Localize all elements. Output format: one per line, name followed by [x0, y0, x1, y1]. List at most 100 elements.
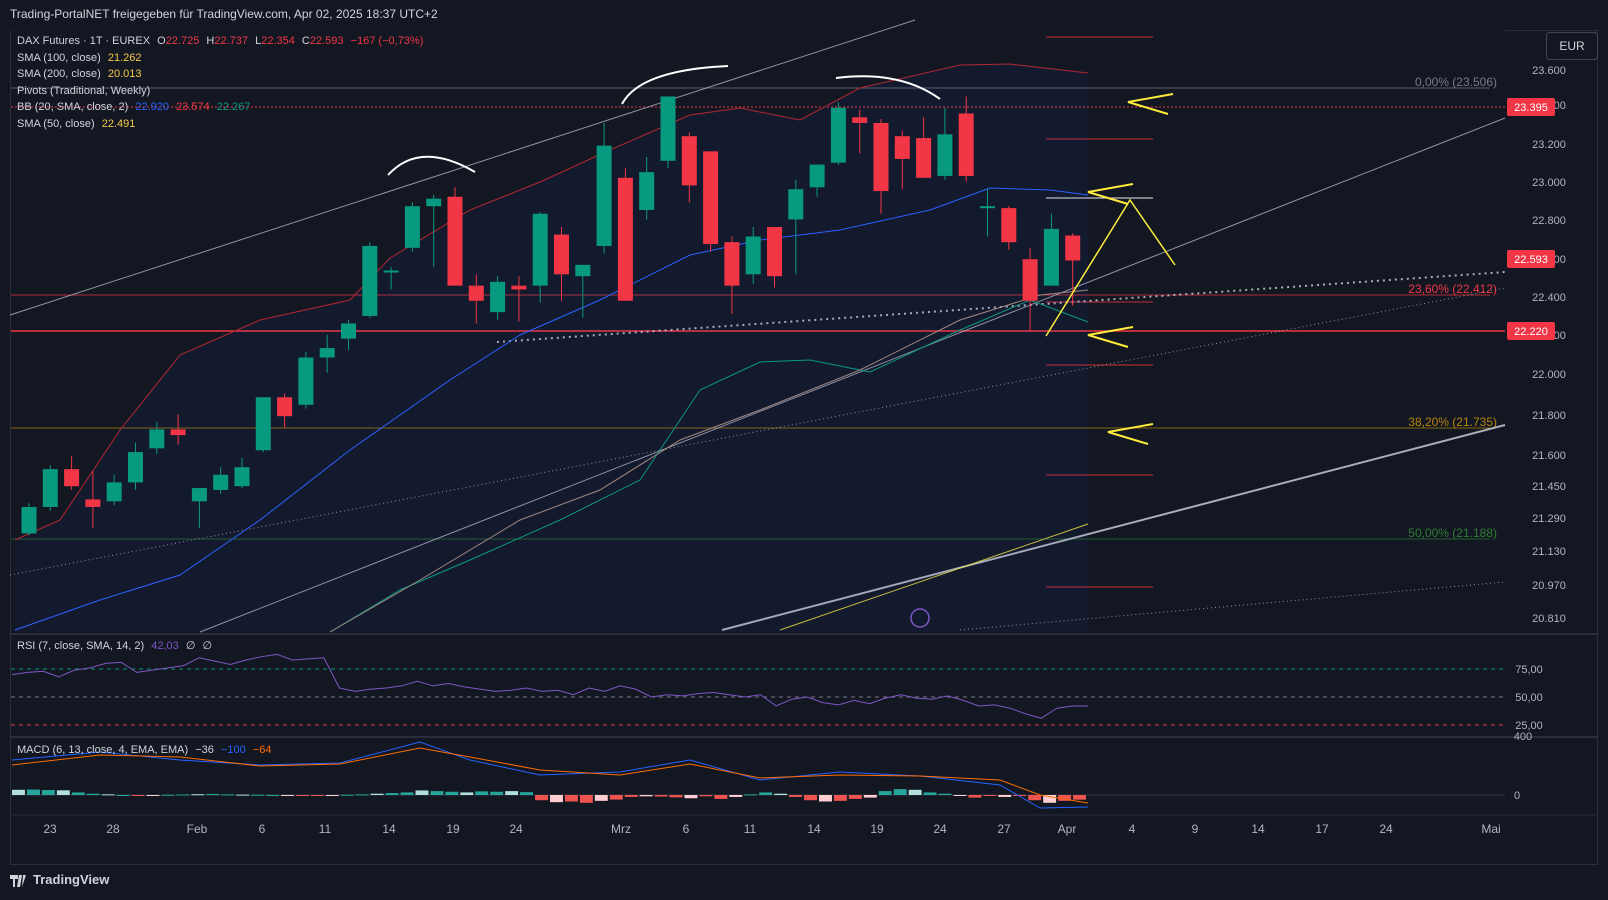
legend-sma100-row[interactable]: SMA (100, close) 21.262	[17, 50, 145, 66]
tradingview-logo[interactable]: TradingView	[10, 872, 109, 887]
macd-histogram-bar	[1043, 795, 1057, 803]
price-label-text: 23.395	[1514, 102, 1548, 114]
currency-button[interactable]: EUR	[1546, 32, 1598, 60]
macd-histogram-bar	[564, 795, 578, 802]
legend-open-label: O	[157, 35, 166, 47]
macd-histogram-bar	[41, 790, 55, 795]
macd-histogram-bar	[101, 794, 115, 796]
macd-histogram-bar	[505, 791, 519, 795]
macd-histogram-bar	[759, 792, 773, 795]
macd-histogram-bar	[295, 795, 309, 796]
candle-body	[362, 245, 378, 316]
legend-pivots-row[interactable]: Pivots (Traditional, Weekly)	[17, 83, 154, 99]
macd-histogram-bar	[251, 794, 265, 796]
macd-histogram-bar	[340, 794, 354, 796]
macd-histogram-bar	[863, 795, 877, 798]
legend-sma200-value: 20.013	[107, 68, 142, 80]
price-label-bg	[1507, 98, 1555, 116]
candle-body	[170, 429, 186, 436]
y-tick-label: 21.290	[1532, 513, 1566, 525]
macd-tick-label: 400	[1514, 731, 1532, 743]
candle-body	[1001, 208, 1017, 243]
x-tick-label: 24	[933, 822, 947, 836]
macd-histogram-bar	[161, 794, 175, 796]
legend-sma50-row[interactable]: SMA (50, close) 22.491	[17, 116, 139, 132]
candle-body	[596, 145, 612, 246]
macd-histogram-bar	[998, 795, 1012, 797]
macd-histogram-bar	[325, 795, 339, 796]
price-label-text: 22.593	[1514, 254, 1548, 266]
legend-low: 22.354	[261, 35, 295, 47]
x-tick-label: 27	[997, 822, 1011, 836]
candle-body	[958, 113, 974, 176]
candle-body	[319, 348, 335, 358]
candle-body	[191, 488, 207, 502]
macd-histogram-bar	[191, 794, 205, 796]
macd-histogram-bar	[490, 791, 504, 795]
candle-body	[106, 482, 122, 502]
macd-histogram-bar	[86, 793, 100, 795]
x-tick-label: Mai	[1481, 822, 1500, 836]
trendline	[779, 523, 1089, 631]
macd-histogram-bar	[266, 795, 279, 796]
candle-body	[490, 281, 506, 313]
x-tick-label: 23	[43, 822, 57, 836]
x-tick-label: 4	[1129, 822, 1136, 836]
x-tick-label: 9	[1192, 822, 1199, 836]
candle-body	[724, 242, 740, 286]
annotation-arrow	[1087, 183, 1134, 205]
macd-histogram-bar	[893, 789, 907, 795]
x-tick-label: 28	[106, 822, 120, 836]
rsi-legend[interactable]: RSI (7, close, SMA, 14, 2) 42,03 ∅ ∅	[17, 638, 216, 654]
macd-histogram-bar	[744, 794, 758, 796]
macd-histogram-bar	[206, 793, 220, 795]
rsi-level-label: 50,00	[1515, 692, 1543, 704]
macd-histogram-bar	[938, 793, 952, 795]
macd-histogram-bar	[56, 790, 70, 795]
macd-histogram-bar	[1028, 795, 1042, 801]
candle-body	[788, 189, 804, 220]
legend-sma50-label: SMA (50, close)	[17, 118, 95, 130]
candle-body	[85, 499, 101, 507]
macd-legend-signal: −64	[252, 744, 272, 756]
legend-symbol: DAX Futures · 1T · EUREX	[17, 35, 151, 47]
rsi-legend-extra2: ∅	[202, 640, 213, 652]
candle-body	[980, 206, 995, 209]
candle-body	[149, 429, 165, 449]
macd-histogram-bar	[1073, 795, 1086, 800]
macd-histogram-bar	[116, 795, 130, 796]
annotation-arrow	[1127, 93, 1174, 115]
candle-body	[767, 227, 782, 277]
tradingview-brand: TradingView	[33, 872, 110, 887]
macd-histogram-bar	[535, 795, 548, 801]
x-tick-label: 14	[382, 822, 396, 836]
candle-body	[681, 136, 697, 186]
x-tick-label: 11	[319, 822, 332, 836]
legend-pivots-label: Pivots (Traditional, Weekly)	[17, 85, 151, 97]
rsi-level-label: 25,00	[1515, 720, 1543, 732]
x-tick-label: 6	[259, 822, 266, 836]
macd-histogram-bar	[520, 792, 534, 795]
candle-body	[852, 117, 868, 123]
macd-legend[interactable]: MACD (6, 13, close, 4, EMA, EMA) −36 −10…	[17, 742, 275, 758]
macd-histogram-bar	[475, 791, 489, 795]
y-tick-label: 21.800	[1532, 410, 1566, 422]
y-tick-label: 20.810	[1532, 613, 1566, 625]
x-tick-label: Feb	[187, 822, 208, 836]
legend-sma200-row[interactable]: SMA (200, close) 20.013	[17, 66, 145, 82]
candle-body	[277, 397, 293, 417]
price-label-bg	[1507, 250, 1555, 268]
y-tick-label: 22.400	[1532, 292, 1566, 304]
price-label-text: 22.220	[1514, 326, 1548, 338]
macd-histogram-bar	[774, 793, 788, 795]
legend-bb-row[interactable]: BB (20, SMA, close, 2) 22.920 23.574 22.…	[17, 99, 254, 115]
rsi-legend-label: RSI (7, close, SMA, 14, 2)	[17, 640, 145, 652]
macd-histogram-bar	[550, 795, 563, 803]
legend-bb-basis: 22.920	[135, 101, 169, 113]
legend-close: 22.593	[309, 35, 344, 47]
macd-histogram-bar	[385, 793, 399, 795]
y-tick-label: 20.970	[1532, 580, 1566, 592]
macd-histogram-bar	[1058, 795, 1072, 801]
candle-body	[830, 107, 846, 163]
